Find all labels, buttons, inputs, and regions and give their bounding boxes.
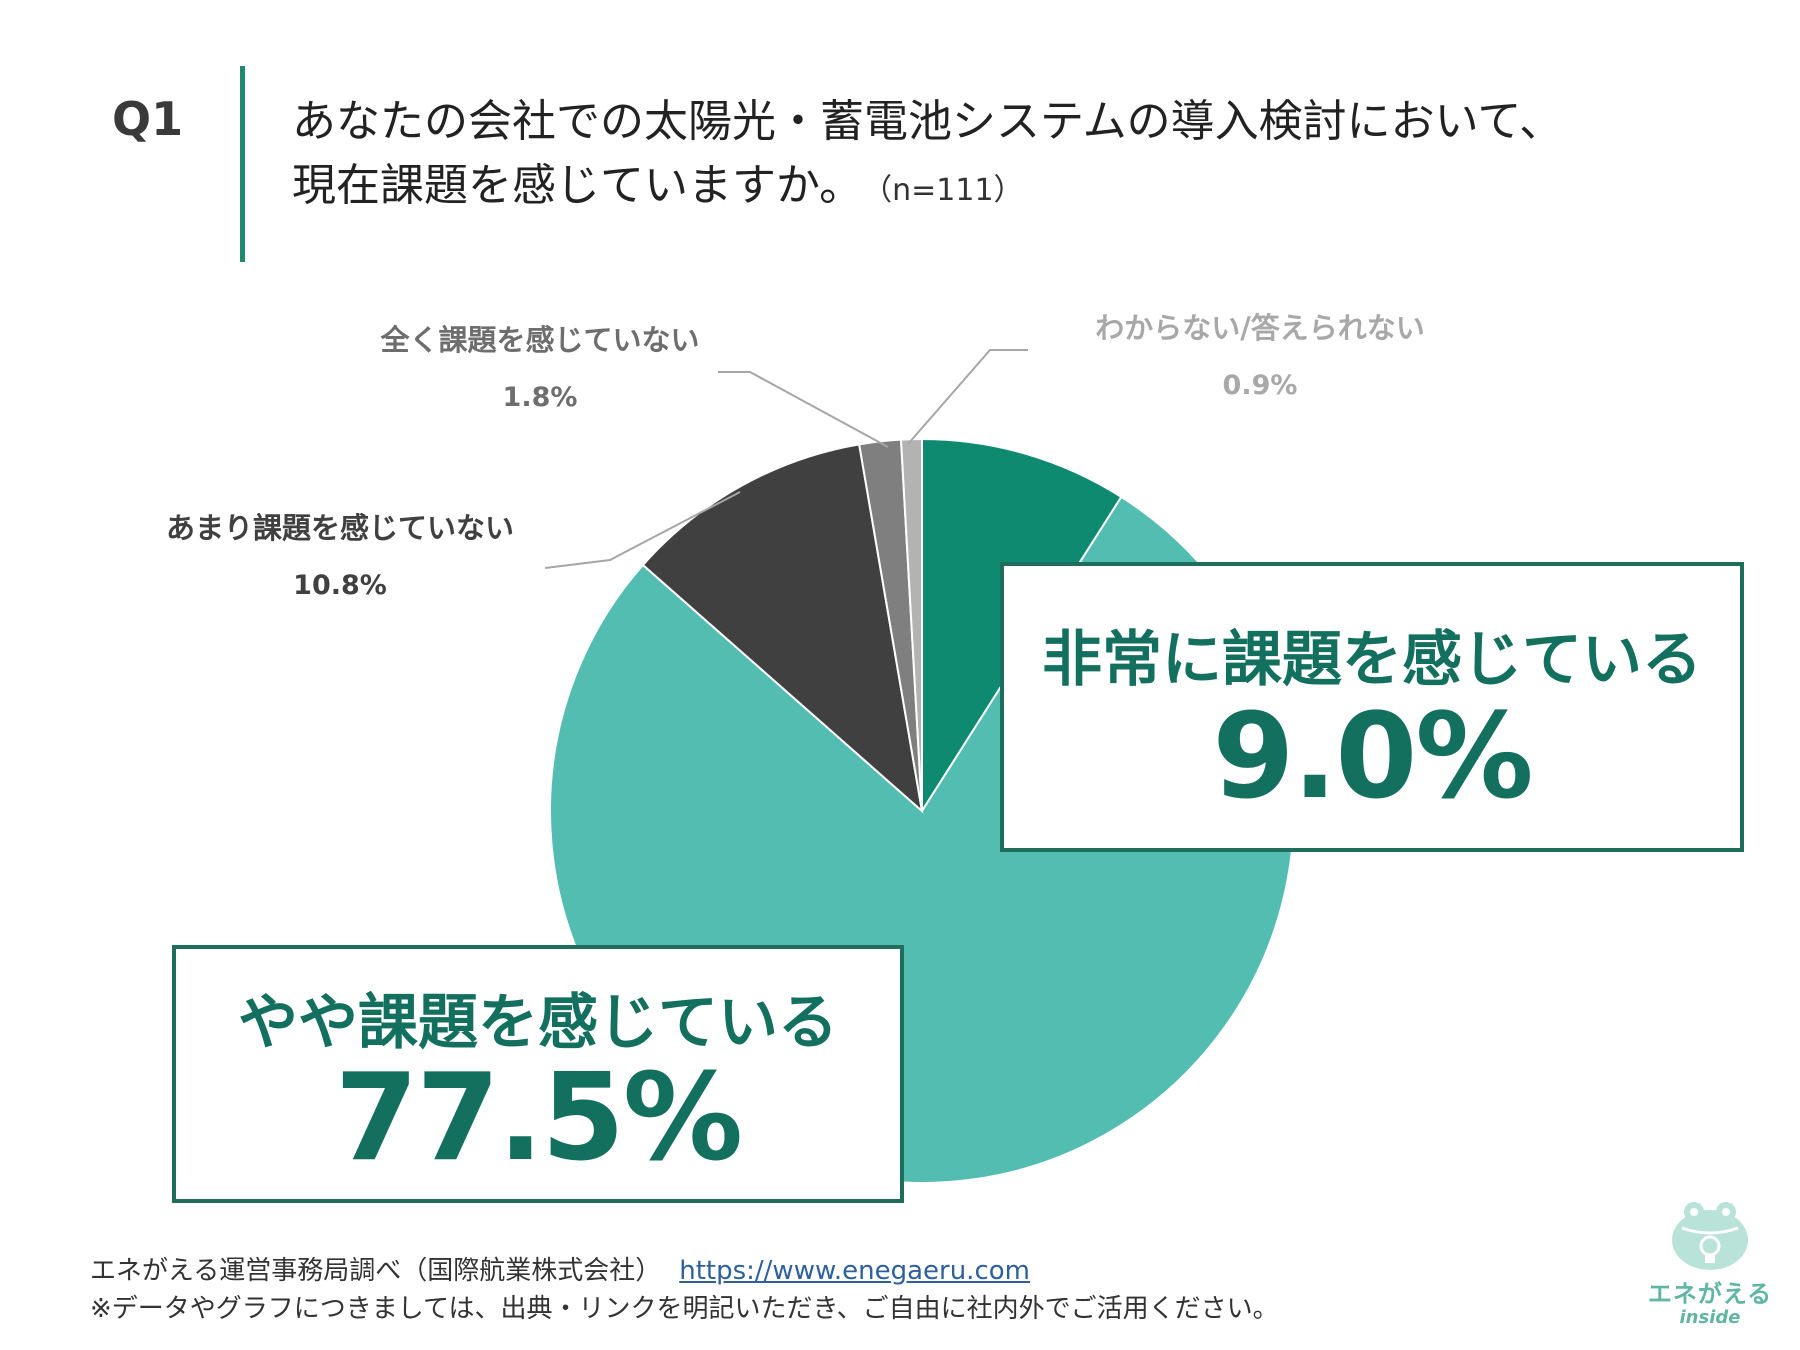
label-not-much-name: あまり課題を感じていない: [165, 511, 514, 545]
callout-some-pct: 77.5%: [334, 1049, 743, 1188]
leader-line-not-at-all: [718, 371, 889, 448]
question-number: Q1: [112, 92, 184, 146]
label-not-much-pct: 10.8%: [293, 570, 387, 601]
question-line-1: あなたの会社での太陽光・蓄電池システムの導入検討において、: [292, 96, 1564, 147]
callout-very-pct: 9.0%: [1212, 687, 1533, 825]
logo-sub: inside: [1679, 1307, 1741, 1328]
leader-line-not-much: [544, 491, 741, 569]
sample-size: （n=111）: [877, 173, 1024, 208]
footer-source: エネがえる運営事務局調べ（国際航業株式会社）: [90, 1256, 662, 1286]
label-unknown: わからない/答えられない 0.9%: [1050, 308, 1470, 406]
question-accent-bar: [240, 66, 245, 262]
footer: エネがえる運営事務局調べ（国際航業株式会社） https://www.enegae…: [90, 1252, 1279, 1328]
label-not-at-all-pct: 1.8%: [502, 382, 578, 413]
leader-lines: [544, 349, 1028, 569]
question-line-2-text: 現在課題を感じていますか。: [292, 160, 864, 211]
brand-logo: エネがえる inside: [1640, 1198, 1780, 1338]
question-line-2: 現在課題を感じていますか。 （n=111）: [292, 154, 1732, 223]
callout-some-name: やや課題を感じている: [238, 988, 838, 1058]
question-text: あなたの会社での太陽光・蓄電池システムの導入検討において、 現在課題を感じていま…: [292, 90, 1732, 223]
label-not-at-all: 全く課題を感じていない 1.8%: [330, 320, 750, 418]
footer-link[interactable]: https://www.enegaeru.com: [679, 1256, 1030, 1286]
leader-line-unknown: [907, 349, 1028, 445]
frog-lightbulb-icon: [1640, 1198, 1780, 1272]
logo-name: エネがえる: [1647, 1280, 1773, 1308]
callout-very-name: 非常に課題を感じている: [1042, 625, 1702, 695]
pie-slice-not-much: [641, 443, 924, 814]
footer-note: ※データやグラフにつきましては、出典・リンクを明記いただき、ご自由に社内外でご活…: [90, 1294, 1279, 1324]
label-not-at-all-name: 全く課題を感じていない: [380, 323, 700, 357]
label-not-much: あまり課題を感じていない 10.8%: [120, 508, 560, 606]
footer-source-line: エネがえる運営事務局調べ（国際航業株式会社） https://www.enegae…: [90, 1252, 1279, 1290]
callout-some: やや課題を感じている 77.5%: [172, 945, 904, 1203]
label-unknown-pct: 0.9%: [1222, 370, 1298, 401]
label-unknown-name: わからない/答えられない: [1095, 311, 1425, 345]
callout-very: 非常に課題を感じている 9.0%: [1000, 562, 1744, 852]
